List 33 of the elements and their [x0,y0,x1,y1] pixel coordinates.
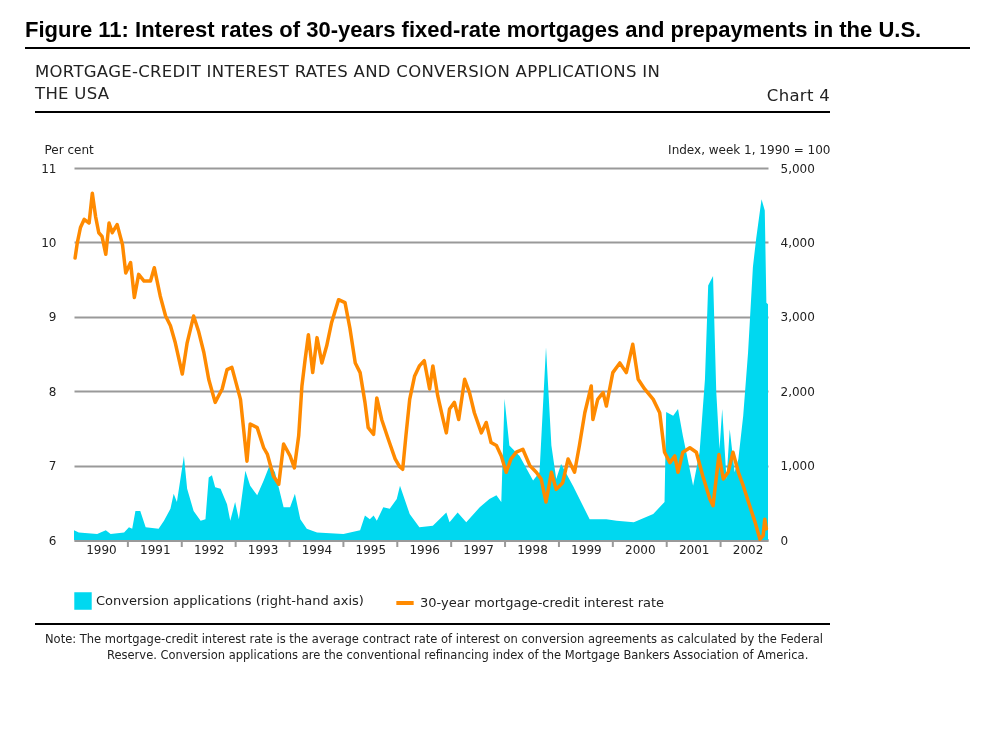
y2-tick-label: 3,000 [780,310,815,325]
chart-subtitle: MORTGAGE-CREDIT INTEREST RATES AND CONVERSION APPLICATIONS IN THE USA [35,61,662,105]
legend-label: 30-year mortgage-credit interest rate [420,595,665,610]
x-tick-label: 1997 [463,542,494,557]
x-tick-label: 1994 [301,542,333,557]
y-tick-label: 11 [41,161,57,176]
x-tick-label: 2001 [678,542,710,557]
x-tick-label: 1996 [409,542,441,557]
chart-title: Figure 11: Interest rates of 30-years fixed-rate mortgages and prepayments in the U.S. [25,17,970,49]
x-tick-label: 1993 [247,542,279,557]
y2-axis-title: Index, week 1, 1990 = 100 [668,142,831,157]
y-axis-title: Per cent [44,142,95,157]
y-tick-label: 6 [48,533,57,548]
x-tick-label: 2002 [732,542,764,557]
x-tick-label: 1990 [86,542,117,557]
x-tick-label: 2000 [624,542,656,557]
y2-tick-label: 2,000 [780,384,815,399]
x-tick-label: 1991 [140,542,171,557]
x-tick-label: 1999 [571,542,602,557]
y-tick-label: 9 [48,310,57,325]
x-tick-label: 1995 [355,542,387,557]
caption: Chart 4 [766,86,830,105]
x-tick-label: 1998 [517,542,548,557]
y-tick-label: 7 [48,459,57,474]
y2-tick-label: 4,000 [780,235,815,250]
y2-tick-label: 0 [780,533,789,548]
x-tick-label: 1992 [193,542,225,557]
y2-tick-label: 1,000 [780,459,815,474]
text: Note: The mortgage-credit interest rate is the average contract rate of interest on conversion agreements as calculated by the Federal Reserve. Conversion applications are the conventional refinancing index of the Mortgage Bankers Association of America. [35,623,830,663]
y-tick-label: 8 [48,384,57,399]
y-tick-label: 10 [41,235,57,250]
y2-tick-label: 5,000 [780,161,815,176]
legend-label: Conversion applications (right-hand axis) [96,593,364,608]
